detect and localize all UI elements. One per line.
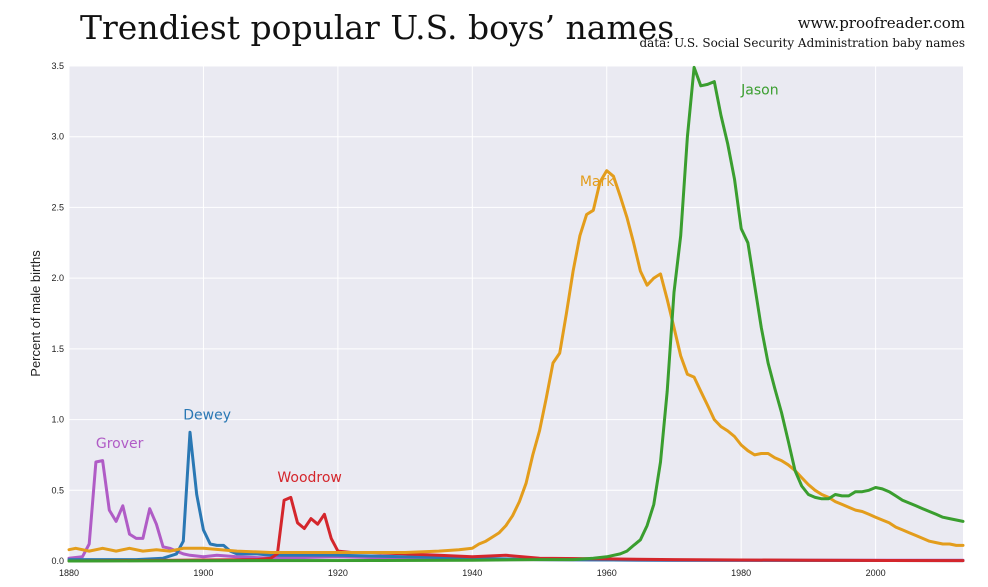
series-label-grover: Grover xyxy=(96,436,144,452)
series-line-jason xyxy=(67,65,965,563)
series-label-jason: Jason xyxy=(740,82,778,98)
series-label-mark: Mark xyxy=(580,174,615,190)
x-tick-label: 1900 xyxy=(193,568,213,578)
y-tick-label: 1.0 xyxy=(51,415,64,425)
y-tick-labels: 0.0 0.5 1.0 1.5 2.0 2.5 3.0 3.5 xyxy=(51,61,64,566)
x-tick-label: 1980 xyxy=(731,568,751,578)
data-source-note: data: U.S. Social Security Administratio… xyxy=(639,36,965,50)
y-tick-label: 1.5 xyxy=(51,344,64,354)
y-axis-label: Percent of male births xyxy=(28,250,43,377)
y-tick-label: 2.5 xyxy=(51,202,64,212)
x-tick-label: 1880 xyxy=(59,568,79,578)
series-label-woodrow: Woodrow xyxy=(277,470,342,486)
x-tick-label: 2000 xyxy=(866,568,886,578)
y-tick-label: 2.0 xyxy=(51,273,64,283)
site-url: www.proofreader.com xyxy=(797,14,965,32)
y-tick-label: 3.5 xyxy=(51,61,64,71)
series-labels: Grover Dewey Woodrow Mark Jason xyxy=(96,82,779,486)
y-tick-label: 0.0 xyxy=(51,556,64,566)
chart-title: Trendiest popular U.S. boys’ names xyxy=(80,8,675,47)
x-tick-label: 1920 xyxy=(328,568,348,578)
x-tick-label: 1940 xyxy=(462,568,482,578)
y-tick-label: 0.5 xyxy=(51,485,64,495)
plot-background xyxy=(69,66,963,561)
x-tick-label: 1960 xyxy=(597,568,617,578)
series-line-mark xyxy=(67,169,965,554)
y-tick-label: 3.0 xyxy=(51,132,64,142)
series-label-dewey: Dewey xyxy=(183,408,231,424)
x-tick-labels: 1880 1900 1920 1940 1960 1980 2000 xyxy=(59,568,886,578)
series-lines xyxy=(67,65,965,563)
